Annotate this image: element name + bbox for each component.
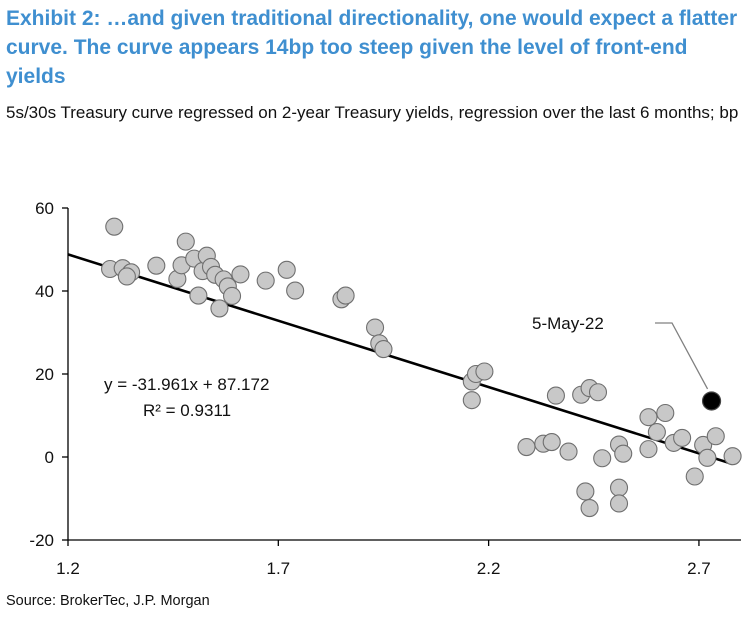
scatter-point bbox=[723, 447, 742, 466]
x-tick-label: 1.7 bbox=[266, 559, 290, 578]
scatter-point bbox=[231, 265, 250, 284]
scatter-point bbox=[105, 217, 124, 236]
y-tick-label: 0 bbox=[45, 448, 54, 467]
scatter-point bbox=[189, 286, 208, 305]
scatter-point bbox=[639, 440, 658, 459]
scatter-point bbox=[147, 256, 166, 275]
scatter-point bbox=[647, 423, 666, 442]
y-tick-label: 20 bbox=[35, 365, 54, 384]
highlight-point bbox=[701, 391, 722, 411]
scatter-point bbox=[580, 498, 599, 518]
scatter-point bbox=[614, 444, 633, 463]
scatter-point bbox=[576, 482, 595, 501]
scatter-point bbox=[698, 448, 717, 467]
r-squared-label: R² = 0.9311 bbox=[143, 401, 231, 420]
scatter-point bbox=[588, 383, 608, 402]
scatter-point bbox=[222, 286, 242, 306]
chart-subtitle: 5s/30s Treasury curve regressed on 2-yea… bbox=[6, 103, 739, 122]
scatter-point bbox=[336, 286, 355, 305]
annotation-label: 5-May-22 bbox=[532, 314, 604, 333]
scatter-point bbox=[706, 427, 725, 446]
scatter-point bbox=[609, 494, 629, 513]
scatter-point bbox=[673, 428, 692, 447]
scatter-point bbox=[685, 467, 704, 486]
points-group bbox=[101, 217, 742, 518]
regression-equation: y = -31.961x + 87.172 bbox=[104, 375, 269, 394]
trendline-group bbox=[67, 253, 733, 466]
scatter-point bbox=[256, 271, 275, 290]
scatter-point bbox=[517, 437, 536, 457]
scatter-point bbox=[462, 391, 481, 410]
chart-title: Exhibit 2: …and given traditional direct… bbox=[6, 7, 738, 88]
x-tick-label: 1.2 bbox=[56, 559, 80, 578]
scatter-point bbox=[609, 478, 629, 497]
scatter-point bbox=[542, 433, 561, 452]
x-tick-label: 2.7 bbox=[687, 559, 711, 578]
scatter-point bbox=[593, 449, 612, 468]
scatter-point bbox=[656, 403, 675, 423]
scatter-point bbox=[366, 318, 385, 337]
scatter-point bbox=[639, 408, 658, 427]
scatter-point bbox=[117, 267, 136, 286]
y-tick-label: 40 bbox=[35, 282, 54, 301]
scatter-point bbox=[559, 442, 578, 461]
scatter-point bbox=[546, 386, 565, 405]
y-tick-label: 60 bbox=[35, 199, 54, 218]
regression-line bbox=[67, 253, 733, 466]
scatter-point bbox=[210, 299, 229, 318]
scatter-point bbox=[286, 281, 305, 300]
source-note: Source: BrokerTec, J.P. Morgan bbox=[6, 593, 210, 609]
scatter-point bbox=[475, 362, 494, 381]
scatter-point bbox=[374, 340, 393, 359]
annotation-leader-line bbox=[655, 322, 709, 390]
scatter-point bbox=[277, 260, 296, 279]
labels-group: y = -31.961x + 87.172 R² = 0.9311 5-May-… bbox=[104, 314, 709, 420]
x-tick-label: 2.2 bbox=[477, 559, 501, 578]
axes: 60 40 20 0 -201.2 1.7 2.2 2.7 bbox=[29, 199, 741, 578]
y-tick-label: -20 bbox=[29, 531, 54, 550]
scatter-point bbox=[176, 232, 195, 251]
